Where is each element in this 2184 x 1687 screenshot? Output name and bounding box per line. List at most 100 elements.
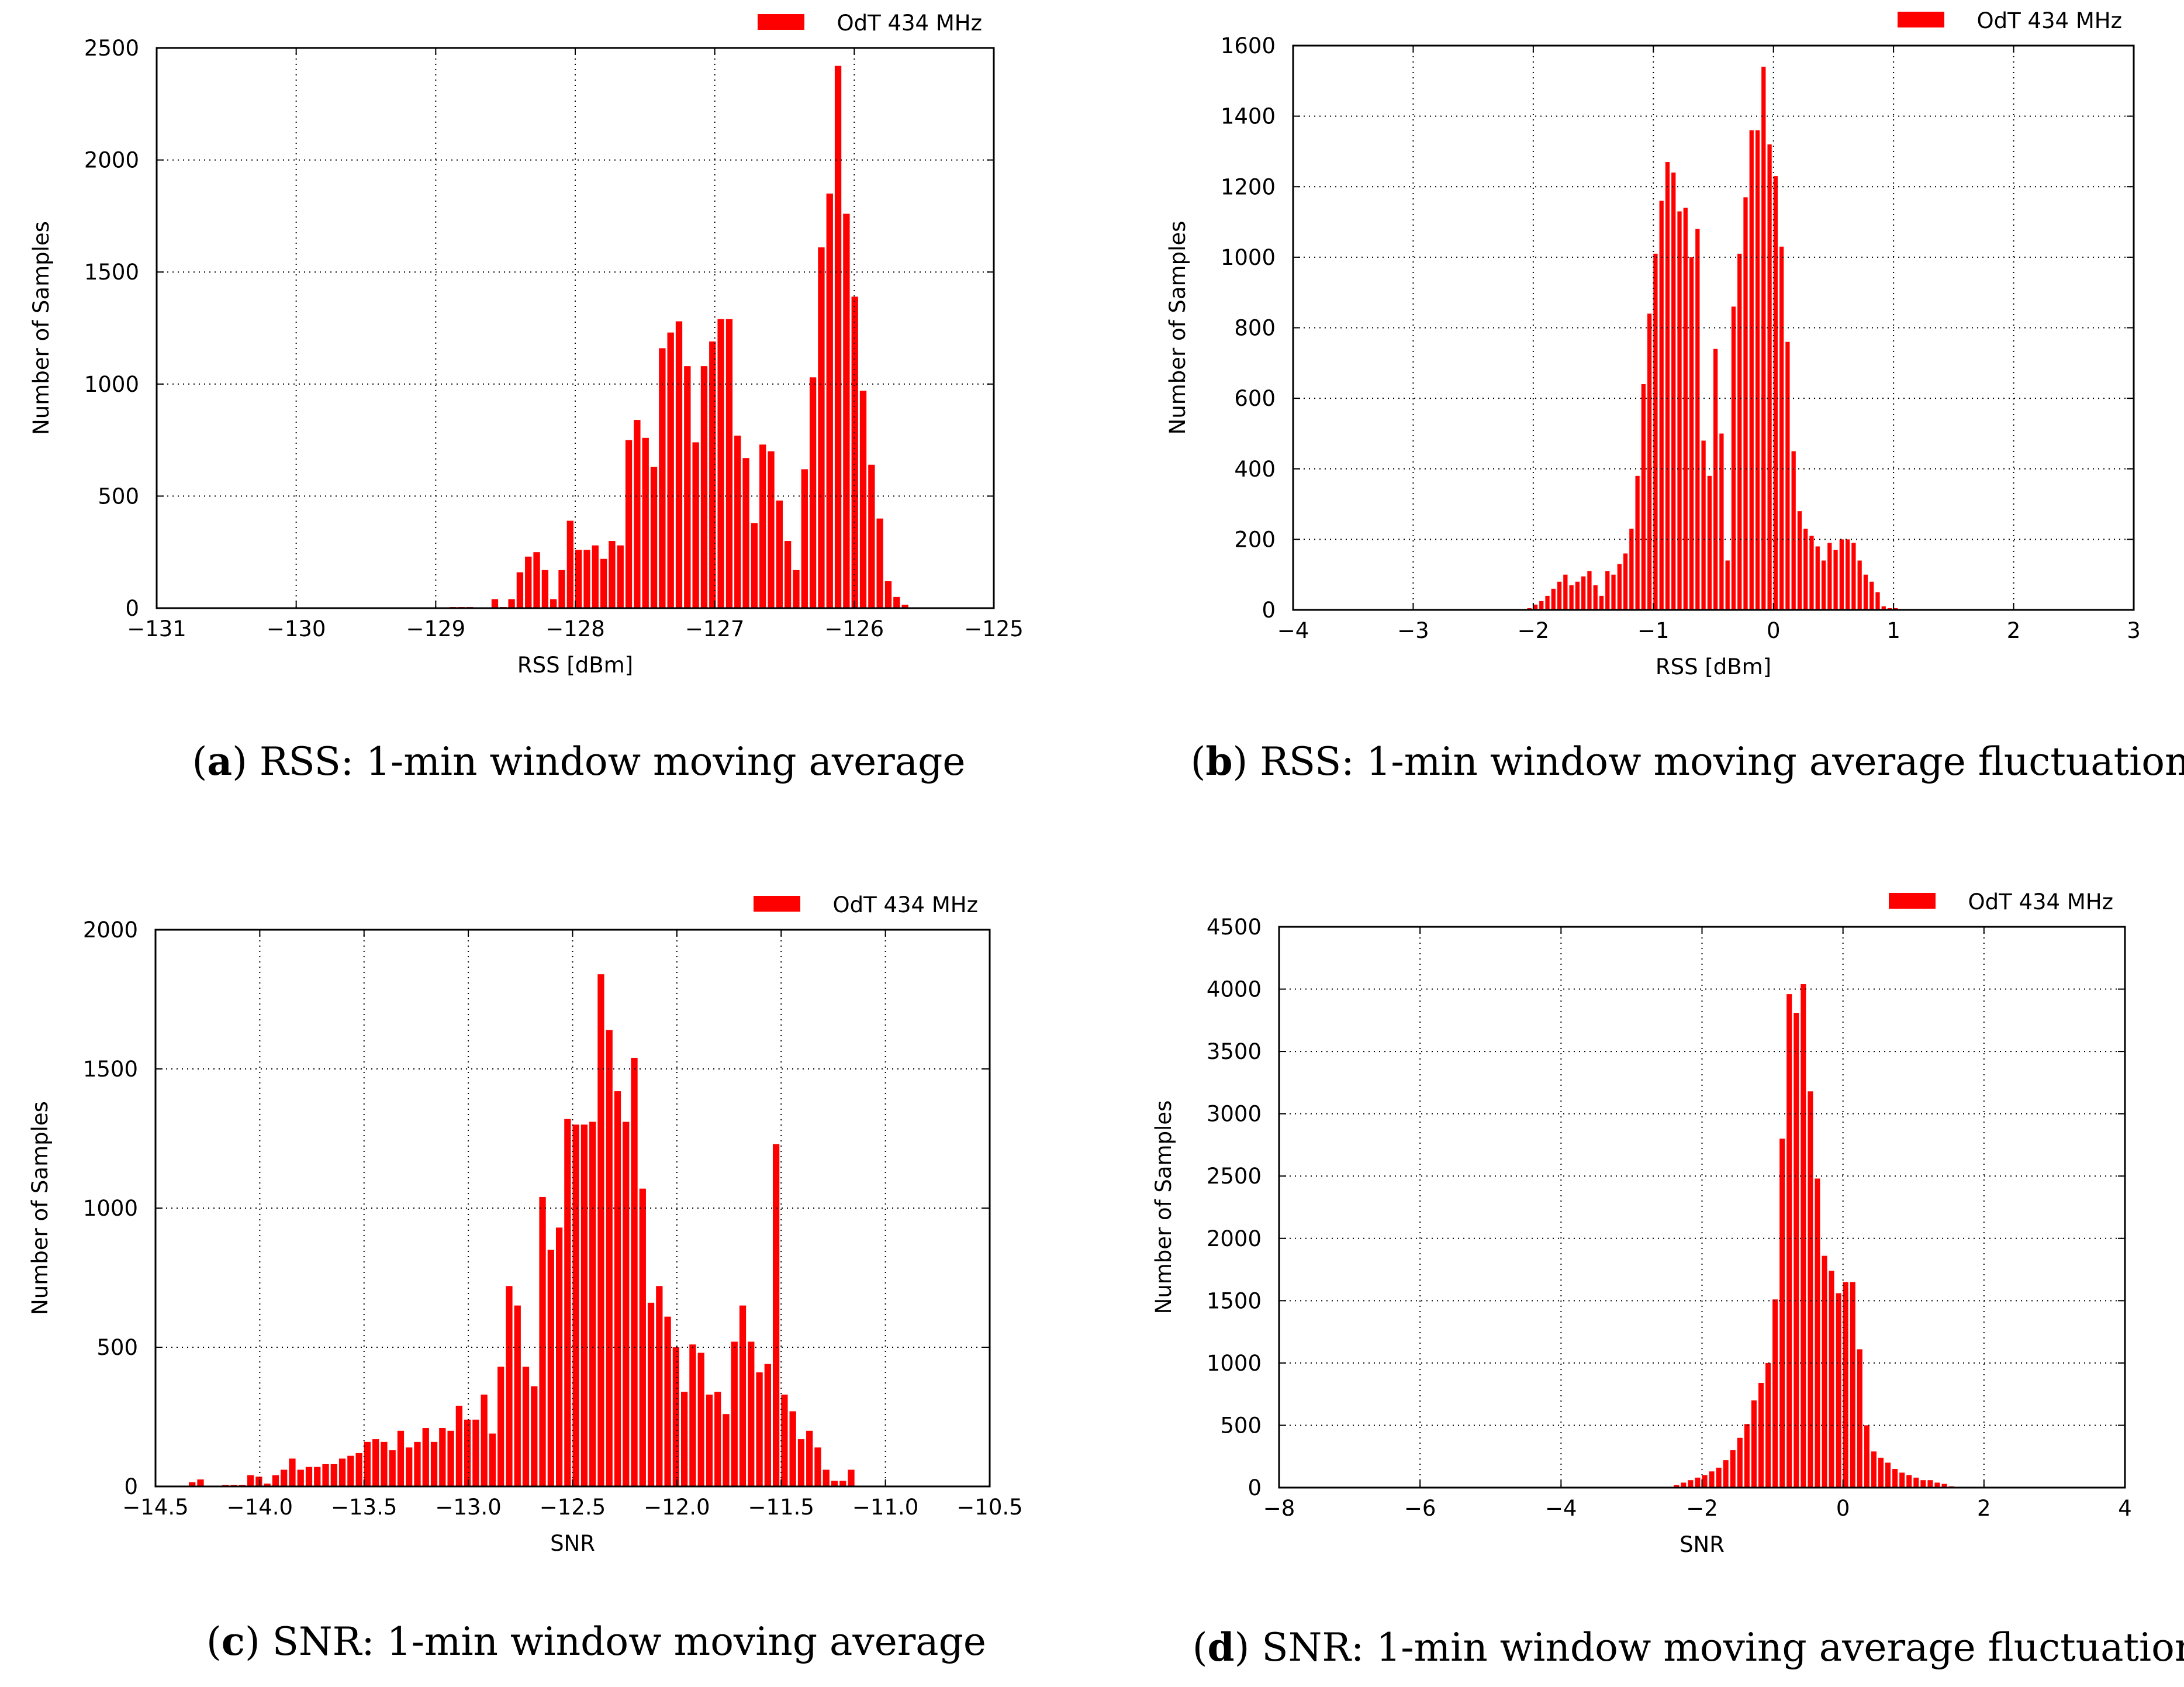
grid-lines xyxy=(1279,927,2125,1488)
histogram-bar xyxy=(1593,585,1598,610)
histogram-bar xyxy=(1527,608,1532,610)
histogram-bar xyxy=(1659,201,1664,610)
legend-label: OdT 434 MHz xyxy=(1976,8,2122,33)
y-axis-label: Number of Samples xyxy=(1165,221,1190,435)
x-tick-label: −2 xyxy=(1518,618,1550,643)
histogram-bar xyxy=(1827,543,1832,610)
histogram-bar xyxy=(623,1122,630,1486)
histogram-bar xyxy=(772,1144,780,1486)
histogram-bar xyxy=(347,1455,354,1486)
histogram-bar xyxy=(481,1394,488,1486)
histogram-bar xyxy=(1743,197,1748,610)
histogram-bar xyxy=(793,570,800,608)
histogram-bar xyxy=(1749,130,1754,610)
grid-lines xyxy=(157,48,994,608)
histogram-bar xyxy=(555,1227,563,1486)
histogram-bar xyxy=(305,1467,313,1486)
caption-a: (a) RSS: 1-min window moving average xyxy=(192,739,966,784)
histogram-bar xyxy=(851,296,858,609)
y-tick-label: 2500 xyxy=(1207,1164,1262,1189)
histogram-bar xyxy=(667,332,674,608)
histogram-bar xyxy=(756,1372,763,1486)
y-axis-ticks: 0 500 1000 1500 2000 xyxy=(83,917,990,1499)
histogram-bar xyxy=(497,1367,504,1486)
histogram-bar xyxy=(656,1286,663,1486)
histogram-bar xyxy=(1821,560,1826,610)
histogram-bar xyxy=(639,1188,646,1486)
histogram-bar xyxy=(709,341,716,608)
histogram-bar xyxy=(839,1481,846,1486)
histogram-bar xyxy=(1744,1424,1750,1488)
histogram-bar xyxy=(1801,984,1806,1488)
histogram-bar xyxy=(1681,1482,1687,1488)
histogram-bar xyxy=(1791,451,1796,610)
histogram-bar xyxy=(550,599,557,608)
histogram-bar xyxy=(264,1484,271,1486)
chart-panel-c-snr-moving-average: −14.5 −14.0 −13.5 −13.0 −12.5 −12.0 −11.5 −11.0… xyxy=(27,892,1023,1556)
histogram-bar xyxy=(768,451,775,608)
grid-lines xyxy=(155,930,990,1486)
histogram-bar xyxy=(1569,585,1574,610)
legend-swatch xyxy=(1889,893,1936,909)
x-tick-label: −2 xyxy=(1686,1496,1718,1521)
y-tick-label: 1600 xyxy=(1221,33,1276,58)
histogram-bar xyxy=(1941,1484,1947,1488)
histogram-bar xyxy=(868,464,875,608)
histogram-bar xyxy=(614,1091,621,1486)
histogram-bar xyxy=(1887,608,1892,610)
bar-series xyxy=(1527,67,1898,610)
histogram-bar xyxy=(706,1394,713,1486)
histogram-bar xyxy=(1765,1362,1771,1488)
histogram-bar xyxy=(1934,1482,1940,1488)
x-tick-label: −8 xyxy=(1263,1496,1295,1521)
histogram-bar xyxy=(1723,1460,1729,1488)
histogram-bar xyxy=(1677,211,1682,610)
y-tick-label: 0 xyxy=(1262,598,1276,623)
histogram-bar xyxy=(1737,253,1742,610)
legend-swatch xyxy=(1898,12,1944,27)
histogram-bar xyxy=(1761,67,1766,610)
histogram-bar xyxy=(1674,1485,1680,1488)
histogram-bar xyxy=(1689,257,1694,610)
histogram-bar xyxy=(447,1430,454,1486)
legend: OdT 434 MHz xyxy=(1898,8,2122,33)
x-tick-label: 1 xyxy=(1886,618,1900,643)
histogram-bar xyxy=(1557,581,1562,610)
histogram-bar xyxy=(1779,246,1784,610)
histogram-bar xyxy=(558,570,565,608)
histogram-bar xyxy=(525,556,532,608)
y-tick-label: 1000 xyxy=(84,372,139,397)
histogram-bar xyxy=(714,1392,721,1486)
histogram-bar xyxy=(489,1433,496,1486)
histogram-bar xyxy=(1635,475,1640,610)
histogram-bar xyxy=(1881,606,1886,610)
histogram-bar xyxy=(1702,1475,1708,1488)
histogram-bar xyxy=(539,1196,546,1486)
y-tick-label: 1000 xyxy=(83,1196,138,1221)
histogram-bar xyxy=(684,366,691,608)
x-axis-label: SNR xyxy=(550,1531,595,1556)
y-tick-label: 500 xyxy=(98,484,139,509)
histogram-bar xyxy=(1683,208,1688,610)
histogram-bar xyxy=(1599,595,1604,610)
y-tick-label: 500 xyxy=(1220,1413,1262,1438)
y-tick-label: 0 xyxy=(124,1474,138,1499)
histogram-bar xyxy=(809,377,817,608)
histogram-bar xyxy=(634,420,641,608)
y-axis-label: Number of Samples xyxy=(1151,1100,1176,1315)
histogram-bar xyxy=(723,1414,730,1486)
histogram-bar xyxy=(781,1394,788,1486)
y-tick-label: 1200 xyxy=(1221,174,1276,199)
histogram-bar xyxy=(1864,1425,1869,1488)
histogram-bar xyxy=(1671,173,1676,610)
histogram-bar xyxy=(430,1441,438,1486)
y-tick-label: 2500 xyxy=(84,36,139,61)
histogram-bar xyxy=(564,1119,571,1486)
histogram-bar xyxy=(1803,529,1808,610)
histogram-bar xyxy=(859,391,867,608)
histogram-bar xyxy=(1793,1013,1799,1488)
legend-label: OdT 434 MHz xyxy=(1968,889,2113,915)
histogram-bar xyxy=(1815,1178,1820,1488)
histogram-bar xyxy=(1545,595,1550,610)
histogram-bar xyxy=(508,599,515,608)
